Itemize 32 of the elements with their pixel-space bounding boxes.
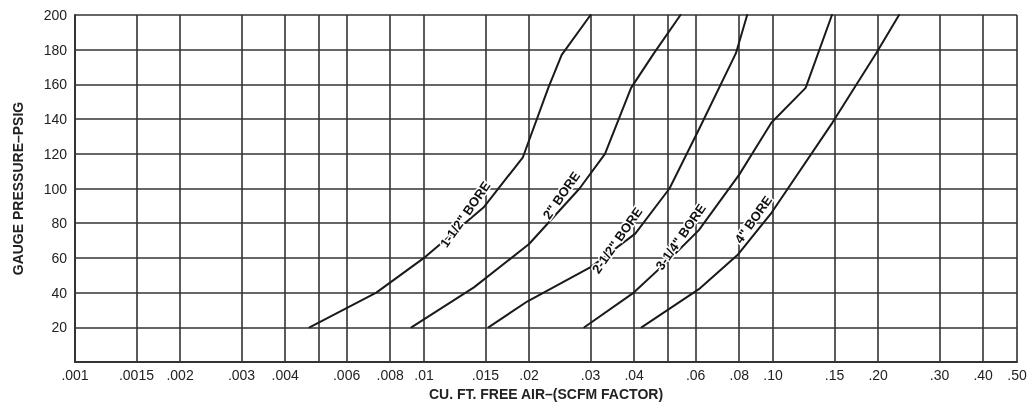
x-tick-label: .20 <box>868 367 889 383</box>
y-axis-title: GAUGE PRESSURE–PSIG <box>10 101 26 276</box>
x-tick-label: .10 <box>763 367 783 383</box>
x-tick-label: .008 <box>376 367 405 383</box>
x-tick-label: .30 <box>929 367 950 383</box>
x-tick-label: .002 <box>166 367 194 383</box>
x-tick-label: .04 <box>624 367 645 383</box>
y-tick-label: 20 <box>51 319 68 336</box>
x-tick-label: .15 <box>824 367 845 383</box>
y-tick-label: 40 <box>51 284 68 301</box>
x-tick-label: .50 <box>1007 367 1027 383</box>
x-tick-label: .003 <box>227 367 256 383</box>
x-tick-label: .006 <box>332 367 361 383</box>
x-tick-label: .01 <box>414 367 434 383</box>
y-tick-label: 60 <box>51 249 68 266</box>
x-tick-label: .015 <box>471 367 500 383</box>
x-tick-label: .40 <box>973 367 994 383</box>
x-tick-label: .03 <box>580 367 601 383</box>
x-tick-label: .02 <box>519 367 540 383</box>
x-axis-title: CU. FT. FREE AIR–(SCFM FACTOR) <box>428 385 664 402</box>
y-tick-label: 100 <box>43 180 68 197</box>
y-tick-label: 160 <box>43 76 68 93</box>
y-tick-label: 140 <box>43 111 68 128</box>
y-tick-label: 120 <box>43 145 68 162</box>
x-tick-label: .004 <box>271 367 299 383</box>
y-tick-label: 200 <box>43 7 68 23</box>
y-tick-label: 80 <box>51 215 68 232</box>
x-tick-label: .001 <box>61 367 89 383</box>
y-tick-label: 180 <box>43 41 68 58</box>
x-tick-label: .06 <box>685 367 706 383</box>
x-tick-label: .0015 <box>118 367 155 383</box>
x-tick-label: .08 <box>729 367 750 383</box>
